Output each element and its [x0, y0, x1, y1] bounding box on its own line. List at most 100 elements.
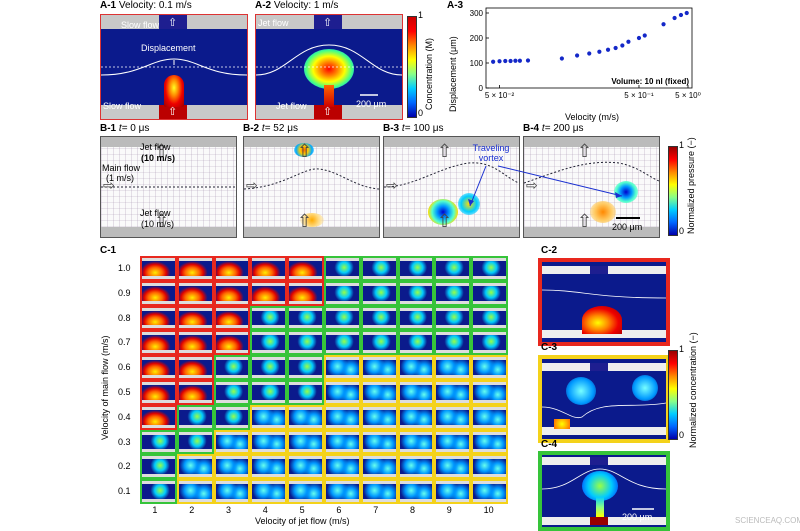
c1-y-tick: 0.1	[118, 486, 131, 497]
b1-jet-top-velocity: (10 m/s)	[141, 153, 176, 163]
data-point	[620, 43, 625, 48]
grid-cell	[213, 280, 251, 306]
c1-y-tick: 0.5	[118, 387, 131, 397]
slow-flow-top-label: Slow flow	[121, 20, 160, 30]
grid-cell	[213, 454, 251, 480]
grid-cell	[140, 479, 177, 504]
grid-cell	[397, 355, 435, 380]
grid-cell	[287, 280, 324, 306]
b3-title: B-3 t= 100 μs	[383, 123, 444, 134]
grid-cell	[287, 330, 324, 356]
grid-cell	[213, 404, 251, 430]
grid-cell	[434, 305, 472, 331]
grid-cell	[471, 454, 508, 480]
grid-cell	[360, 280, 398, 306]
grid-cell	[250, 429, 288, 455]
pressure-colorbar	[668, 146, 678, 236]
grid-cell	[287, 380, 324, 405]
grid-cell	[471, 479, 508, 504]
data-point	[525, 58, 531, 63]
arrow-up-icon: ⇧	[154, 211, 170, 231]
b1-jet-bottom-velocity: (10 m/s)	[141, 219, 175, 229]
c2-simulation	[538, 258, 670, 346]
arrow-down-icon: ⇧	[154, 141, 170, 161]
grid-cell	[360, 330, 398, 356]
c4-simulation: 200 μm	[538, 451, 670, 531]
grid-cell	[324, 305, 361, 331]
grid-cell	[250, 280, 288, 306]
grid-cell	[324, 454, 361, 480]
a2-title: A-2 Velocity: 1 m/s	[255, 0, 339, 11]
grid-cell	[213, 380, 251, 405]
x-tick-label: 5 × 10⁰	[675, 91, 701, 100]
grid-cell	[140, 330, 177, 356]
arrow-down-icon: ⇧	[297, 141, 313, 161]
b1-jet-bottom-label: Jet flow	[140, 208, 171, 218]
grid-cell	[360, 256, 398, 281]
x-tick-label: 5 × 10⁻¹	[624, 91, 654, 100]
grid-cell	[360, 454, 398, 480]
c1-x-tick: 10	[483, 505, 494, 515]
grid-cell	[471, 256, 508, 281]
grid-cell	[213, 355, 251, 380]
data-point	[672, 15, 677, 21]
c1-x-tick: 7	[373, 505, 379, 515]
chart-ylabel: Displacement (μm)	[448, 36, 458, 112]
c1-y-tick: 0.3	[118, 436, 131, 447]
c3-simulation	[538, 355, 670, 443]
arrow-up-icon: ⇧	[577, 211, 593, 231]
grid-cell	[140, 429, 177, 455]
c1-x-tick: 6	[336, 505, 342, 515]
grid-cell	[471, 330, 508, 356]
grid-cell	[250, 454, 288, 480]
conc-colorbar-min: 0	[679, 430, 685, 440]
grid-cell	[434, 380, 472, 405]
arrow-down-icon: ⇧	[437, 141, 453, 161]
data-point	[661, 22, 666, 27]
grid-cell	[324, 479, 361, 504]
grid-cell	[250, 404, 288, 430]
grid-cell	[287, 429, 324, 455]
grid-cell	[434, 280, 472, 306]
c2-label: C-2	[541, 245, 558, 256]
data-point	[574, 53, 580, 58]
grid-cell	[397, 256, 435, 281]
pressure-colorbar-title: Normalized pressure (−)	[686, 137, 696, 234]
grid-cell	[360, 305, 398, 331]
grid-cell	[397, 330, 435, 356]
grid-cell	[140, 454, 177, 480]
jet-flow-bottom-label: Jet flow	[276, 101, 307, 111]
b2-title: B-2 t= 52 μs	[243, 123, 298, 134]
data-point	[559, 56, 564, 61]
grid-cell	[250, 256, 288, 281]
displacement-chart: 0 100 200 300 5 × 10⁻² 5 × 10⁻¹ 5 × 10⁰ Volume:…	[470, 7, 701, 100]
grid-cell	[176, 404, 214, 430]
c1-y-tick: 1.0	[118, 263, 131, 273]
conc-colorbar-max: 1	[679, 344, 685, 354]
a3-label: A-3	[447, 0, 464, 11]
traveling-vortex-label: Traveling vortex	[472, 143, 510, 163]
arrow-up-icon: ⇧	[168, 106, 178, 118]
c4-label: C-4	[541, 439, 558, 450]
b2-simulation: ⇨ ⇧ ⇧	[243, 136, 380, 238]
grid-cell	[434, 404, 472, 430]
data-point	[587, 51, 592, 56]
arrow-down-icon: ⇧	[577, 141, 593, 161]
grid-cell	[397, 454, 435, 480]
a1-simulation: Slow flow Displacement Slow flow ⇧ ⇧	[100, 14, 248, 120]
b1-jet-top-label: Jet flow	[140, 142, 171, 152]
arrow-right-icon: ⇨	[246, 177, 258, 193]
c1-y-tick: 0.2	[118, 461, 131, 472]
colorbar-min: 0	[418, 108, 424, 118]
grid-cell	[250, 479, 288, 504]
grid-cell	[140, 305, 177, 331]
c4-scale-label: 200 μm	[622, 512, 653, 522]
grid-cell	[287, 454, 324, 480]
grid-cell	[324, 330, 361, 356]
grid-cell	[360, 355, 398, 380]
grid-cell	[287, 479, 324, 504]
c1-y-tick: 0.4	[118, 411, 131, 422]
grid-cell	[176, 280, 214, 306]
b4-title: B-4 t= 200 μs	[523, 123, 584, 134]
c1-x-tick: 3	[226, 505, 232, 515]
